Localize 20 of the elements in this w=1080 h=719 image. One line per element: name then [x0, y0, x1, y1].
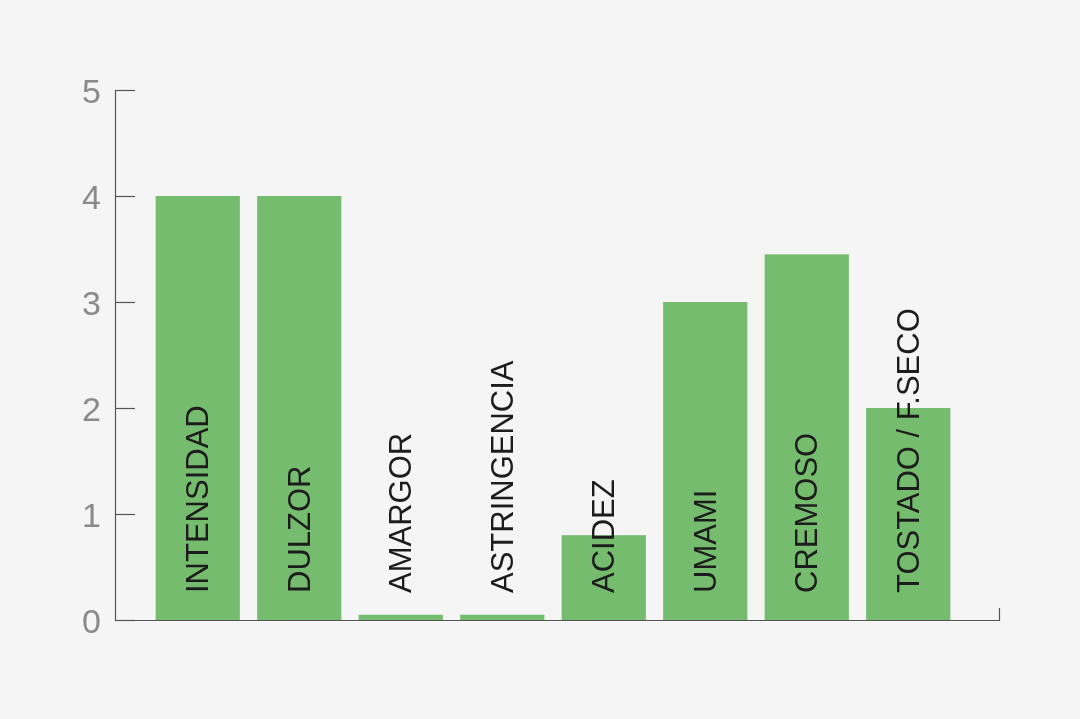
- y-tick-label: 5: [82, 71, 101, 110]
- bar: [764, 254, 849, 620]
- bar: [460, 614, 545, 620]
- x-tick-label: CREMOSO: [789, 432, 825, 593]
- x-tick-label: UMAMI: [687, 489, 723, 593]
- bar: [358, 614, 443, 620]
- y-tick-label: 1: [82, 495, 101, 534]
- y-tick-label: 0: [82, 601, 101, 640]
- bar: [257, 196, 342, 620]
- x-tick-label: TOSTADO / F.SECO: [890, 308, 926, 593]
- y-tick-label: 3: [82, 283, 101, 322]
- x-tick-label: ACIDEZ: [586, 479, 622, 593]
- y-tick-label: 4: [82, 177, 101, 216]
- bar: [155, 196, 240, 620]
- bar: [663, 302, 748, 620]
- x-tick-label: DULZOR: [281, 465, 317, 593]
- y-tick-label: 2: [82, 389, 101, 428]
- x-tick-label: INTENSIDAD: [180, 405, 216, 593]
- x-tick-label: AMARGOR: [383, 432, 419, 593]
- x-tick-label: ASTRINGENCIA: [484, 360, 520, 593]
